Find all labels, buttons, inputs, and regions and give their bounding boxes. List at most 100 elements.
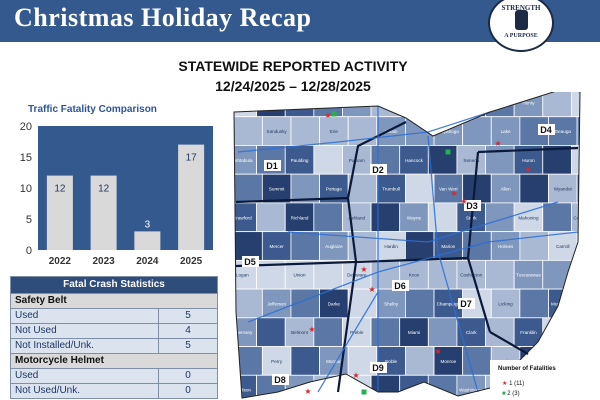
stats-section-row: Motorcycle Helmet [10, 353, 218, 369]
county-label: Tuscarawas [516, 273, 541, 278]
county-label: Guernsey [232, 330, 253, 335]
county-cell [313, 202, 343, 233]
county-cell [576, 116, 580, 146]
district-label-box [272, 374, 289, 385]
county-label: Morgan [326, 359, 342, 364]
fatality-bar-chart: 0 5 10 15 20 12 2022 12 2023 3 2024 17 2025 [20, 121, 213, 267]
county-cell: Warren [570, 374, 580, 398]
county-cell: Trumbull [376, 173, 406, 204]
county-cell: Defiance [456, 92, 486, 118]
county-cell: Lucas [342, 92, 372, 118]
county-cell [519, 173, 549, 204]
county-label: Knox [409, 273, 420, 278]
page-title: Christmas Holiday Recap [14, 3, 312, 32]
stat-value: 4 [158, 323, 218, 339]
county-cell: Tuscarawas [513, 259, 544, 290]
county-label: Preble [350, 330, 364, 335]
star-icon: ★ [450, 189, 457, 198]
county-label: Franklin [520, 330, 537, 335]
county-cell: Wayne [399, 202, 429, 233]
district-label: D4 [540, 125, 552, 135]
seal-top-text: STRENGTH [501, 4, 541, 12]
county-label: Auglaize [325, 244, 343, 249]
county-label: Darke [328, 301, 341, 306]
chart-title: Traffic Fatality Comparison [28, 104, 157, 115]
county-cell: Belmont [284, 317, 315, 347]
legend-item: ★ 1 (11) [502, 380, 524, 387]
county-label: Jefferson [267, 301, 286, 306]
county-label: Sandusky [267, 129, 288, 134]
county-cell [290, 231, 320, 261]
county-cell: Clark [456, 317, 486, 347]
star-icon: ★ [434, 347, 441, 356]
square-icon [331, 111, 337, 117]
county-label: Washington [459, 388, 484, 393]
county-cell: Athens [399, 374, 429, 398]
legend-label: 1 (11) [509, 381, 525, 387]
stat-label: Not Installed/Unk. [10, 338, 159, 354]
county-cell [576, 173, 580, 204]
county-cell: Darke [319, 288, 349, 319]
county-label: Erie [330, 129, 339, 134]
county-label: Union [294, 273, 306, 278]
county-cell [290, 116, 320, 146]
county-cell: Ashland [342, 202, 372, 233]
county-cell [347, 116, 378, 146]
county-label: Putnam [349, 158, 365, 163]
bar-2022 [46, 175, 73, 250]
county-cell: Holmes [490, 231, 521, 261]
county-cell: Licking [490, 288, 521, 319]
district-label: D3 [466, 201, 478, 211]
county-cell [405, 288, 435, 319]
county-cell [234, 173, 263, 204]
county-label: Fulton [293, 100, 306, 105]
date-range: 12/24/2025 – 12/28/2025 [215, 78, 371, 94]
star-icon: ★ [368, 285, 375, 294]
county-cell: Champaign [433, 288, 464, 319]
county-label: Ashtabula [232, 158, 253, 163]
county-cell: Muskingum [548, 288, 578, 319]
district-label-box [458, 298, 475, 309]
county-label: Belmont [291, 330, 309, 335]
county-label: Ottawa [407, 100, 422, 105]
county-label: Shelby [384, 301, 399, 306]
county-cell: Shelby [376, 288, 406, 319]
county-label: Delaware [347, 273, 367, 278]
county-label: Huron [522, 158, 535, 163]
district-label: D1 [266, 161, 278, 171]
stats-section-heading: Safety Belt [10, 293, 218, 309]
stat-label: Used [10, 368, 159, 384]
county-cell: Fairfield [570, 317, 580, 347]
district-boundaries [235, 121, 579, 393]
county-label: Hardin [384, 244, 398, 249]
county-cell: Lorain [376, 116, 406, 146]
county-cell [427, 145, 458, 175]
county-cell [313, 259, 343, 290]
county-cell: Wyandot [548, 173, 578, 204]
county-cell: Perry [261, 346, 292, 376]
county-cell [405, 173, 435, 204]
stat-label: Not Used/Unk. [10, 383, 159, 399]
county-cell: Columbiana [570, 202, 580, 233]
county-cell: Miami [399, 317, 429, 347]
stat-value: 0 [158, 383, 218, 399]
county-cell: Ashtabula [232, 145, 258, 175]
county-label: Mercer [269, 244, 284, 249]
table-row: Used 0 [10, 368, 218, 384]
stat-label: Not Used [10, 323, 159, 339]
stat-label: Used [10, 308, 159, 324]
legend-label: 2 (3) [507, 391, 520, 397]
x-tick-label: 2024 [136, 256, 159, 267]
county-cell [427, 202, 458, 233]
county-label: Williams [234, 100, 252, 105]
star-icon: ★ [308, 325, 315, 334]
star-icon: ★ [494, 139, 501, 148]
district-label: D8 [274, 375, 286, 385]
county-label: Trumbull [382, 187, 400, 192]
fatal-crash-stats-table: Fatal Crash Statistics Safety Belt Used 5 N… [10, 276, 218, 399]
county-cell: Hardin [376, 231, 406, 261]
county-cell: Lake [490, 116, 521, 146]
county-cell [313, 317, 343, 347]
county-cell: Washington [456, 374, 486, 398]
county-cell: Wood [570, 92, 580, 118]
